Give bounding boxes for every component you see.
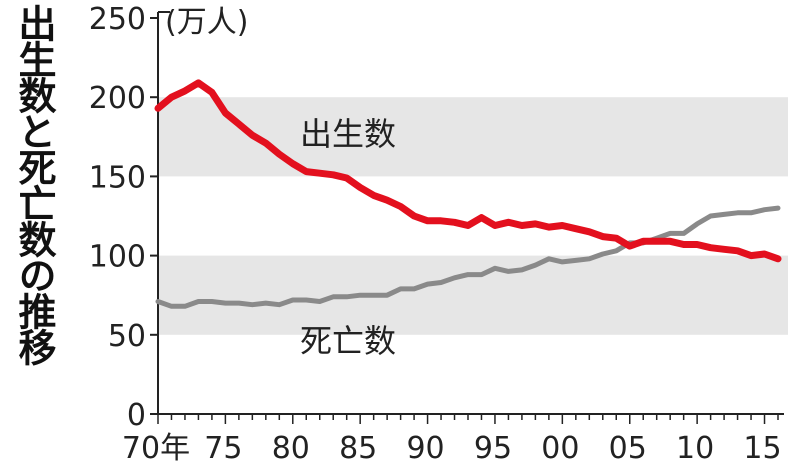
y-tick-label-200: 200	[89, 81, 146, 116]
series-label-deaths: 死亡数	[300, 322, 396, 360]
x-tick-label-1980: 80	[272, 431, 310, 464]
grid-band-1	[158, 97, 788, 177]
y-tick-label-0: 0	[127, 398, 146, 433]
y-axis-ticks: 0 50 100 150 200 250	[89, 2, 158, 433]
chart-title: 出生数と死亡数の推移	[12, 4, 56, 364]
grid-bands	[158, 97, 788, 335]
x-tick-label-2010: 10	[676, 431, 714, 464]
x-tick-label-2015: 15	[743, 431, 781, 464]
y-tick-label-250: 250	[89, 2, 146, 37]
x-axis-ticks: 70年 75 80 85 90 95 00 05 10 15	[122, 431, 782, 464]
series-label-births: 出生数	[300, 115, 396, 153]
x-tick-label-1995: 95	[474, 431, 512, 464]
x-tick-label-1970: 70年	[122, 431, 190, 464]
y-tick-label-100: 100	[89, 240, 146, 275]
series-line-births	[154, 79, 782, 263]
grid-band-0	[158, 255, 788, 335]
x-tick-label-1985: 85	[339, 431, 377, 464]
x-tick-label-1990: 90	[406, 431, 444, 464]
y-tick-label-150: 150	[89, 160, 146, 195]
y-axis-unit-label: (万人)	[165, 5, 248, 40]
y-tick-label-50: 50	[108, 319, 146, 354]
series-lines	[154, 79, 782, 309]
axes	[157, 11, 784, 424]
x-tick-label-2000: 00	[541, 431, 579, 464]
x-tick-label-1975: 75	[204, 431, 242, 464]
series-line-deaths	[155, 205, 781, 309]
x-tick-label-2005: 05	[609, 431, 647, 464]
